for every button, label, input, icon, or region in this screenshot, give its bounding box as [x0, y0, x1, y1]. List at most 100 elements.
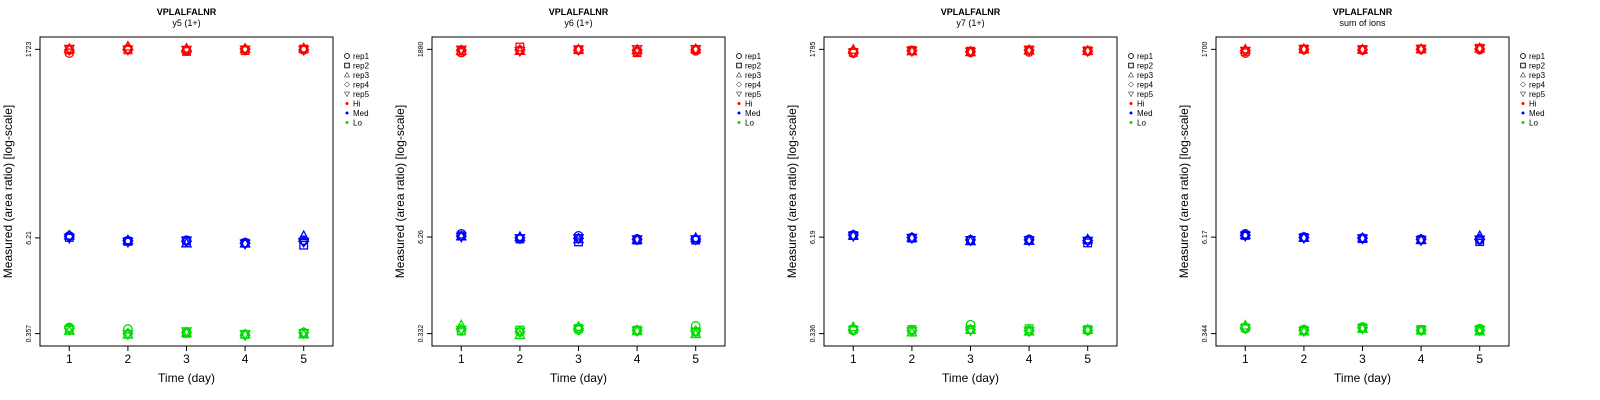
legend-marker-rep4: [344, 81, 350, 88]
x-tick-label: 3: [1359, 352, 1366, 366]
legend-label-hi: Hi: [1137, 100, 1145, 109]
legend-dot-lo: [737, 121, 741, 124]
data-point-med-rep5: [964, 236, 977, 247]
data-point-hi-rep5: [122, 45, 134, 56]
data-point-med-rep5: [1415, 236, 1427, 247]
y-tick-label: 6.26: [418, 230, 425, 244]
data-point-hi-rep5: [63, 44, 75, 56]
data-point-med-rep5: [847, 231, 859, 243]
x-tick-label: 4: [242, 352, 249, 366]
x-tick-label: 1: [850, 352, 857, 366]
data-point-hi-rep5: [572, 45, 585, 56]
x-tick-label: 3: [183, 352, 190, 366]
y-tick-label: 0.344: [1202, 325, 1209, 343]
data-point-med-rep5: [906, 233, 918, 245]
data-point-hi-rep5: [906, 46, 918, 58]
chart-title: VPLALFALNR: [549, 7, 609, 17]
y-tick-label: 0.332: [418, 325, 425, 343]
legend-marker-rep1: [1520, 53, 1526, 59]
legend-dot-hi: [345, 102, 349, 105]
legend-dot-hi: [1129, 102, 1133, 105]
y-tick-label: 6.21: [26, 231, 33, 245]
x-tick-label: 4: [1418, 352, 1425, 366]
legend-label-rep5: rep5: [1529, 90, 1546, 99]
data-point-lo-rep3: [455, 318, 467, 330]
data-point-hi-rep3: [690, 42, 702, 54]
legend-label-rep3: rep3: [1529, 71, 1546, 80]
legend-marker-rep3: [1520, 71, 1526, 78]
legend-label-lo: Lo: [1529, 119, 1538, 128]
chart-title: VPLALFALNR: [1333, 7, 1393, 17]
data-point-med-rep3: [298, 229, 310, 241]
legend-marker-rep2: [1128, 62, 1134, 69]
data-point-lo-rep5: [455, 325, 467, 337]
data-point-lo-rep5: [906, 327, 918, 338]
legend-label-lo: Lo: [353, 119, 362, 128]
x-axis-label: Time (day): [158, 371, 215, 385]
x-tick-label: 1: [1242, 352, 1249, 366]
legend-marker-rep3: [736, 71, 742, 78]
legend-label-rep4: rep4: [1137, 81, 1154, 90]
data-point-med-rep5: [514, 234, 526, 245]
chart-title: VPLALFALNR: [157, 7, 217, 17]
legend-label-med: Med: [353, 109, 369, 118]
legend-label-rep1: rep1: [1137, 52, 1154, 61]
legend-dot-hi: [737, 102, 741, 105]
data-point-med-rep5: [455, 232, 467, 243]
legend-dot-lo: [1521, 121, 1525, 124]
plot-frame: [431, 36, 726, 347]
data-point-med-rep5: [631, 235, 643, 246]
legend-dot-med: [1521, 111, 1525, 115]
data-point-med-rep3: [239, 237, 251, 248]
y-tick-label: 1700: [1202, 41, 1209, 57]
y-tick-label: 1723: [26, 41, 33, 57]
legend-label-hi: Hi: [745, 100, 753, 109]
x-tick-label: 5: [692, 352, 699, 366]
data-point-med-rep3: [906, 231, 918, 242]
x-tick-label: 2: [909, 352, 916, 366]
y-tick-label: 6.19: [810, 230, 817, 244]
legend-marker-rep3: [344, 71, 350, 78]
legend-marker-rep1: [344, 53, 350, 59]
data-point-lo-rep5: [239, 330, 251, 341]
data-point-med-rep3: [1474, 229, 1486, 241]
plot-frame: [1215, 36, 1510, 347]
data-point-med-rep5: [1239, 231, 1251, 243]
data-point-lo-rep5: [690, 327, 702, 339]
legend-label-rep3: rep3: [745, 71, 762, 80]
data-point-med-rep3: [1239, 228, 1251, 240]
data-point-hi-rep5: [455, 45, 467, 56]
data-point-med-rep5: [180, 236, 193, 247]
y-tick-label: 1880: [418, 41, 425, 57]
data-point-hi-rep3: [1356, 43, 1369, 54]
legend-marker-rep4: [736, 81, 742, 88]
legend-marker-rep2: [344, 62, 350, 69]
legend-label-rep4: rep4: [745, 81, 762, 90]
y-tick-label: 6.17: [1202, 230, 1209, 244]
data-point-med-rep2: [1240, 230, 1250, 240]
data-point-lo-rep3: [964, 323, 977, 334]
chart-subtitle: sum of ions: [1339, 18, 1386, 28]
data-point-hi-rep5: [1239, 46, 1251, 58]
legend-label-rep5: rep5: [353, 90, 370, 99]
x-tick-label: 5: [1476, 352, 1483, 366]
data-point-hi-rep3: [239, 42, 251, 53]
data-point-lo-rep5: [1082, 326, 1094, 337]
data-point-med-rep2: [299, 240, 309, 250]
data-point-med-rep5: [572, 234, 585, 245]
legend-marker-rep1: [736, 53, 742, 59]
data-point-hi-rep5: [239, 45, 251, 56]
plot-frame: [39, 36, 334, 347]
data-point-hi-rep5: [1356, 45, 1369, 56]
legend-label-rep2: rep2: [1137, 62, 1154, 71]
data-point-lo-rep5: [1023, 327, 1035, 338]
y-axis-label: Measured (area ratio) [log-scale]: [393, 105, 407, 278]
data-point-hi-rep5: [1082, 46, 1094, 58]
legend-label-rep4: rep4: [1529, 81, 1546, 90]
legend-dot-lo: [345, 121, 349, 124]
x-tick-label: 2: [517, 352, 524, 366]
data-point-med-rep5: [1474, 235, 1486, 246]
legend-dot-med: [737, 111, 741, 115]
y-tick-label: 1795: [810, 41, 817, 57]
